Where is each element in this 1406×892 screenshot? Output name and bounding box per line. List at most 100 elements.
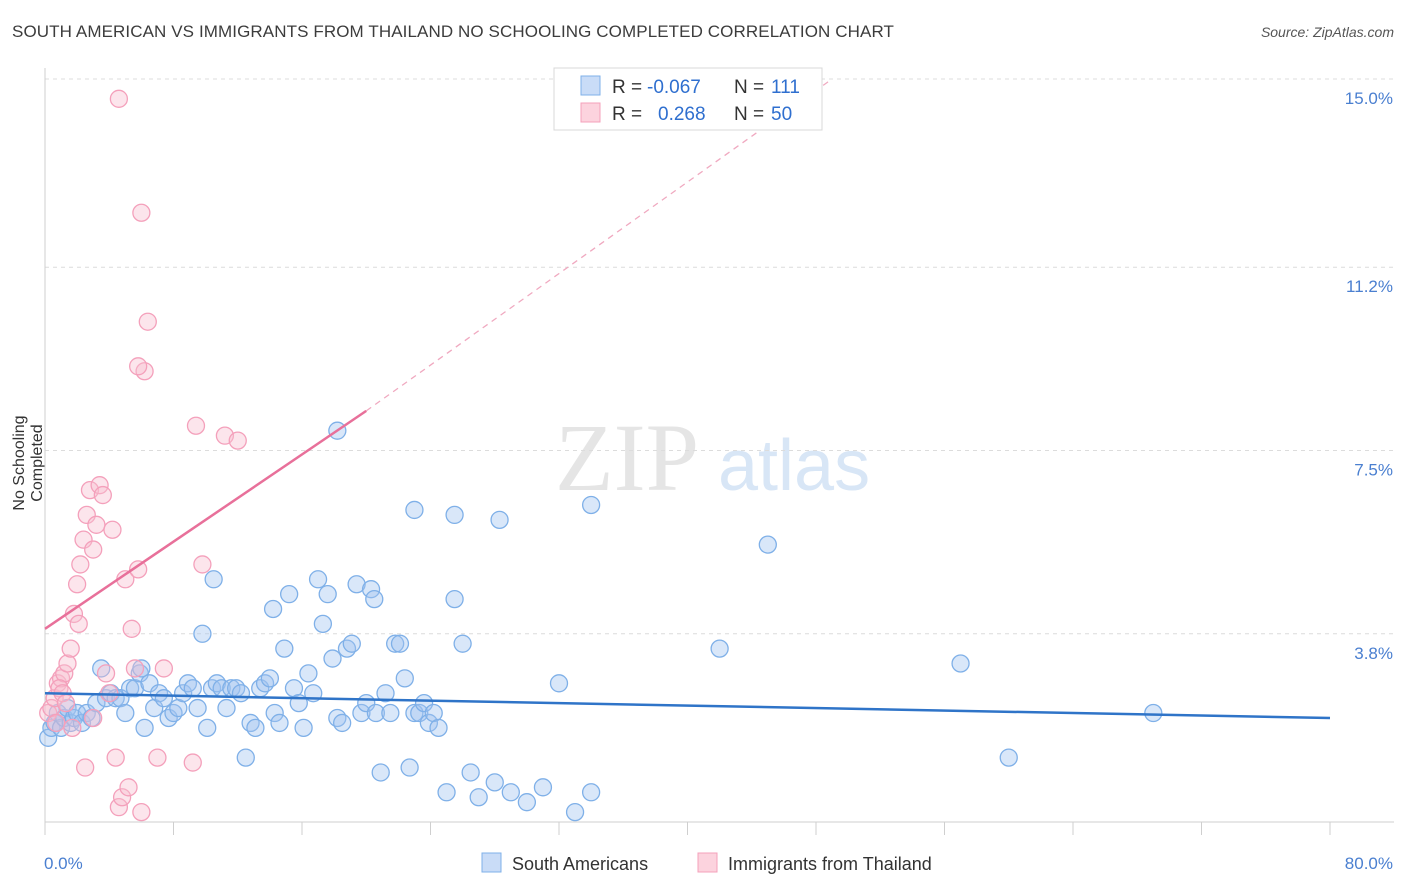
point-south-americans [453,634,472,653]
y-tick-label: 3.8% [1354,644,1393,663]
point-south-americans [469,788,488,807]
point-south-americans [533,778,553,797]
point-south-americans [299,664,318,683]
point-south-americans [400,758,419,777]
point-thailand [109,797,129,817]
watermark-zip: ZIP [555,404,699,511]
point-south-americans [405,703,424,723]
point-thailand [129,357,148,376]
point-thailand [186,416,206,435]
y-tick-label: 15.0% [1345,89,1393,108]
point-thailand [87,515,106,534]
point-south-americans [445,589,464,609]
point-thailand [109,89,129,108]
point-thailand [106,748,125,767]
point-south-americans [193,624,212,643]
legend-r-value-2: 0.268 [658,104,706,125]
point-south-americans [485,773,504,792]
point-south-americans [352,703,371,723]
point-thailand [71,555,90,574]
legend-swatch-blue [580,75,601,96]
point-south-americans [347,575,366,594]
point-south-americans [758,535,777,554]
legend-n-label-2: N = [734,104,764,125]
point-south-americans [313,614,333,634]
legend-n-value-2: 50 [771,104,792,125]
point-south-americans [263,599,283,619]
point-south-americans [265,703,284,723]
point-south-americans [231,684,251,703]
y-tick-label: 11.2% [1346,277,1393,296]
point-thailand [125,659,145,678]
point-thailand [84,540,103,559]
point-south-americans [154,689,174,708]
point-south-americans [140,674,159,693]
x-tick-label: 80.0% [1345,854,1393,873]
point-thailand [90,476,109,495]
legend-n-value-1: 111 [771,77,800,98]
point-thailand [132,802,151,822]
point-south-americans [183,679,202,698]
point-south-americans [198,718,217,738]
point-thailand [96,664,116,683]
trend-line-thailand [44,409,367,630]
point-thailand [76,758,95,777]
point-south-americans [419,713,439,733]
point-south-americans [410,703,429,723]
x-tick-label: 0.0% [44,854,83,873]
point-south-americans [581,783,601,802]
legend-r-label-1: R = [612,77,642,98]
point-south-americans [365,589,384,609]
point-south-americans [323,649,342,668]
trend-lines [44,78,1331,720]
point-thailand [122,619,141,638]
point-south-americans [135,718,154,738]
point-south-americans [204,570,223,589]
point-south-americans [951,654,970,673]
point-south-americans [376,684,395,703]
legend-r-value-1: -0.067 [647,77,701,98]
top-legend: R = -0.067 N = 111 R = 0.268 N = 50 [553,67,823,131]
point-thailand [74,530,93,549]
point-south-americans [381,703,400,723]
point-south-americans [445,505,464,525]
point-south-americans [279,584,299,604]
point-south-americans [173,684,193,703]
data-points [39,89,1163,822]
point-south-americans [395,669,414,688]
bottom-legend-swatch-pink [697,852,718,873]
bottom-legend-label-2: Immigrants from Thailand [728,854,932,874]
point-south-americans [386,634,405,653]
point-thailand [58,654,77,673]
point-thailand [103,520,122,539]
point-south-americans [517,793,537,812]
gridlines [45,78,1394,635]
point-thailand [61,639,80,658]
point-south-americans [437,783,456,802]
legend-swatch-pink [580,102,601,123]
chart-title: SOUTH AMERICAN VS IMMIGRANTS FROM THAILA… [12,22,895,41]
point-south-americans [581,495,601,515]
point-south-americans [116,703,135,723]
point-thailand [77,505,96,525]
point-south-americans [217,698,236,718]
point-thailand [119,778,138,797]
trend-line-south-americans [44,691,1331,720]
point-south-americans [188,698,207,718]
point-south-americans [710,639,729,658]
point-south-americans [275,639,294,658]
point-thailand [132,203,151,222]
point-south-americans [549,674,569,693]
point-thailand [183,753,202,772]
legend-r-label-2: R = [612,104,642,125]
trend-extension-thailand [365,78,833,412]
point-south-americans [132,659,151,678]
point-south-americans [333,713,352,733]
point-south-americans [120,679,140,698]
point-south-americans [414,693,434,713]
point-thailand [69,614,88,634]
point-thailand [154,659,174,678]
watermark-atlas: atlas [718,426,870,506]
axes [44,68,1394,835]
point-south-americans [565,802,585,822]
